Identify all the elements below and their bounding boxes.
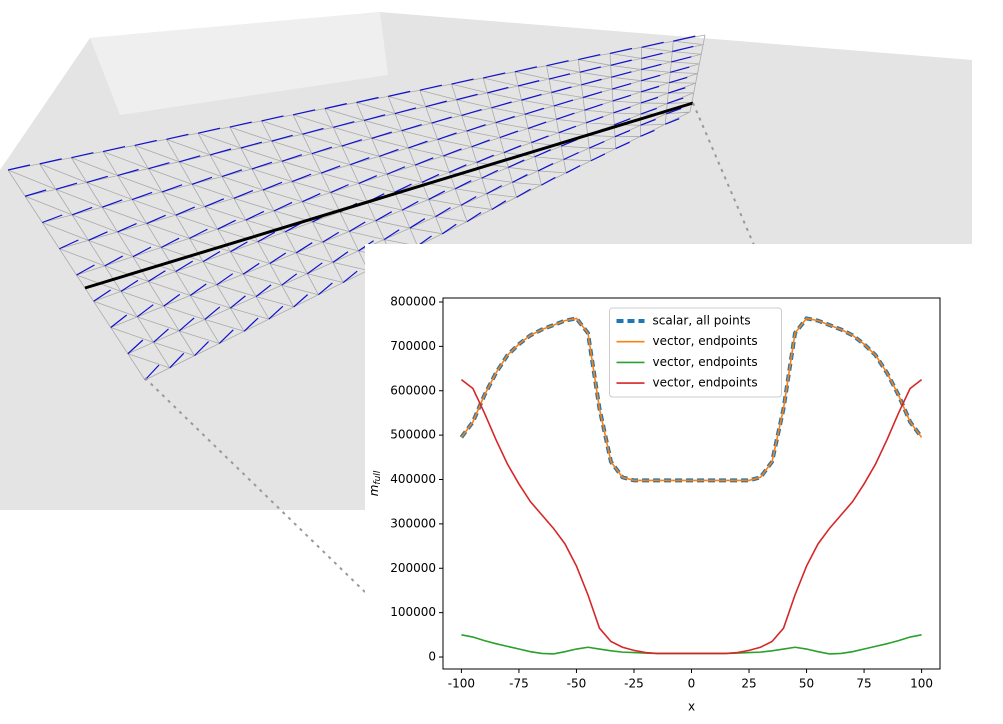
x-tick-label: 75 [856,677,871,691]
axes-frame [442,297,941,670]
x-axis-label: x [688,700,695,714]
probe-line [84,101,694,290]
x-tick-label: -50 [567,677,587,691]
line-series [460,317,923,482]
legend-label: vector, endpoints [653,334,758,348]
x-tick-label: 50 [799,677,814,691]
y-tick-label: 200000 [390,561,436,575]
legend-label: vector, endpoints [653,355,758,369]
y-tick-label: 100000 [390,605,436,619]
y-tick-label: 600000 [390,383,436,397]
mesh [7,34,706,381]
y-label-sub: full [373,470,383,484]
legend-box [609,307,782,398]
x-tick-label: 100 [910,677,933,691]
y-tick-label: 400000 [390,472,436,486]
x-tick-label: -100 [448,677,475,691]
y-tick-label: 0 [428,650,436,664]
line-series [460,379,923,655]
render-background [0,12,972,510]
x-tick-label: 0 [688,677,696,691]
y-tick-label: 500000 [390,428,436,442]
y-tick-label: 800000 [390,294,436,308]
render-plane [90,12,388,115]
y-tick-label: 300000 [390,516,436,530]
y-axis-label: mfull [367,470,383,496]
y-tick-label: 700000 [390,339,436,353]
y-label-main: m [367,485,381,497]
x-tick-label: 25 [741,677,756,691]
x-tick-label: -25 [624,677,644,691]
x-tick-label: -75 [509,677,529,691]
legend-label: vector, endpoints [653,376,758,390]
plot: -100 -75 -50 -25 0 25 50 75 100 0 100000 200000 3000… [367,294,941,714]
legend-label: scalar, all points [653,314,751,328]
